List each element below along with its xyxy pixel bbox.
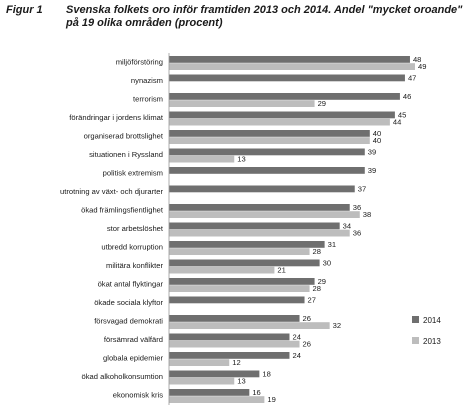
- value-label-2013: 28: [313, 247, 321, 256]
- bar-2013: [169, 396, 265, 403]
- category-label: ökade sociala klyftor: [94, 298, 163, 307]
- value-label-2014: 47: [408, 74, 416, 83]
- bar-2014: [169, 296, 305, 304]
- category-label: nynazism: [131, 76, 163, 85]
- bar-2013: [169, 229, 350, 237]
- figure-label: Figur 1: [6, 4, 43, 16]
- category-label: terrorism: [133, 94, 163, 103]
- bar-2014: [169, 56, 410, 63]
- category-label: ökad alkoholkonsumtion: [82, 372, 163, 381]
- value-label-2013: 38: [363, 210, 371, 219]
- category-label: organiserad brottslighet: [84, 131, 164, 140]
- category-label: stor arbetslöshet: [107, 224, 164, 233]
- value-label-2014: 45: [398, 111, 406, 120]
- category-label: ökad främlingsfientlighet: [81, 205, 164, 214]
- bar-2013: [169, 137, 370, 144]
- bar-2013: [169, 285, 310, 292]
- value-label-2014: 26: [303, 314, 311, 323]
- bar-2014: [169, 278, 315, 285]
- bar-2014: [169, 333, 290, 341]
- bar-2014: [169, 222, 340, 230]
- category-label: utrotning av växt- och djurarter: [60, 187, 163, 196]
- category-label: globala epidemier: [103, 353, 163, 362]
- category-label: ökat antal flyktingar: [98, 279, 164, 288]
- category-label: förändringar i jordens klimat: [69, 113, 164, 122]
- chart-title: Svenska folkets oro inför framtiden 2013…: [66, 4, 463, 29]
- value-label-2014: 39: [368, 166, 376, 175]
- bar-2014: [169, 167, 365, 174]
- value-label-2013: 12: [232, 358, 240, 367]
- bar-2013: [169, 118, 390, 126]
- value-label-2014: 18: [262, 370, 270, 379]
- value-label-2014: 30: [323, 259, 331, 268]
- value-label-2013: 44: [393, 118, 401, 127]
- category-label: situationen i Ryssland: [89, 150, 163, 159]
- value-label-2013: 49: [418, 62, 426, 71]
- value-label-2013: 29: [318, 99, 326, 108]
- category-label: politisk extremism: [103, 168, 163, 177]
- bar-2014: [169, 352, 290, 359]
- bar-2014: [169, 148, 365, 156]
- bar-2014: [169, 185, 355, 193]
- value-label-2013: 40: [373, 136, 381, 145]
- bar-2014: [169, 241, 325, 248]
- value-label-2014: 24: [292, 333, 300, 342]
- bar-2013: [169, 248, 310, 255]
- value-label-2013: 28: [313, 284, 321, 293]
- bar-2014: [169, 259, 320, 267]
- value-label-2014: 24: [292, 351, 300, 360]
- value-label-2014: 34: [343, 222, 351, 231]
- legend-swatch-2014: [412, 316, 419, 323]
- category-label: militära konflikter: [106, 261, 163, 270]
- legend-label-2014: 2014: [423, 316, 441, 325]
- bar-2013: [169, 100, 315, 107]
- value-label-2014: 46: [403, 92, 411, 101]
- category-label: miljöförstöring: [116, 57, 163, 66]
- value-label-2014: 31: [328, 240, 336, 249]
- bar-2014: [169, 93, 400, 100]
- legend-label-2013: 2013: [423, 337, 441, 346]
- bar-2013: [169, 266, 275, 274]
- bar-2013: [169, 211, 360, 218]
- bar-2013: [169, 322, 330, 329]
- value-label-2013: 19: [267, 395, 275, 404]
- value-label-2013: 26: [303, 340, 311, 349]
- value-label-2013: 36: [353, 229, 361, 238]
- category-label: utbredd korruption: [101, 242, 163, 251]
- category-label: försämrad välfärd: [104, 335, 163, 344]
- bar-2013: [169, 359, 230, 366]
- bar-2014: [169, 111, 395, 119]
- category-label: ekonomisk kris: [113, 390, 163, 399]
- value-label-2014: 40: [373, 129, 381, 138]
- bar-2014: [169, 315, 300, 322]
- value-label-2014: 37: [358, 185, 366, 194]
- bar-2014: [169, 389, 250, 396]
- legend-swatch-2013: [412, 337, 419, 344]
- value-label-2013: 21: [277, 266, 285, 275]
- value-label-2013: 13: [237, 377, 245, 386]
- bar-2014: [169, 130, 370, 137]
- category-label: försvagad demokrati: [94, 316, 163, 325]
- value-label-2014: 29: [318, 277, 326, 286]
- bar-2013: [169, 340, 300, 348]
- value-label-2014: 48: [413, 55, 421, 64]
- value-label-2014: 16: [252, 388, 260, 397]
- value-label-2013: 13: [237, 155, 245, 164]
- value-label-2014: 39: [368, 148, 376, 157]
- bar-2014: [169, 74, 405, 82]
- bar-2014: [169, 370, 260, 378]
- bar-2013: [169, 63, 415, 70]
- value-label-2014: 27: [308, 296, 316, 305]
- value-label-2014: 36: [353, 203, 361, 212]
- bar-2013: [169, 377, 235, 385]
- value-label-2013: 32: [333, 321, 341, 330]
- bar-2013: [169, 155, 235, 163]
- bar-2014: [169, 204, 350, 211]
